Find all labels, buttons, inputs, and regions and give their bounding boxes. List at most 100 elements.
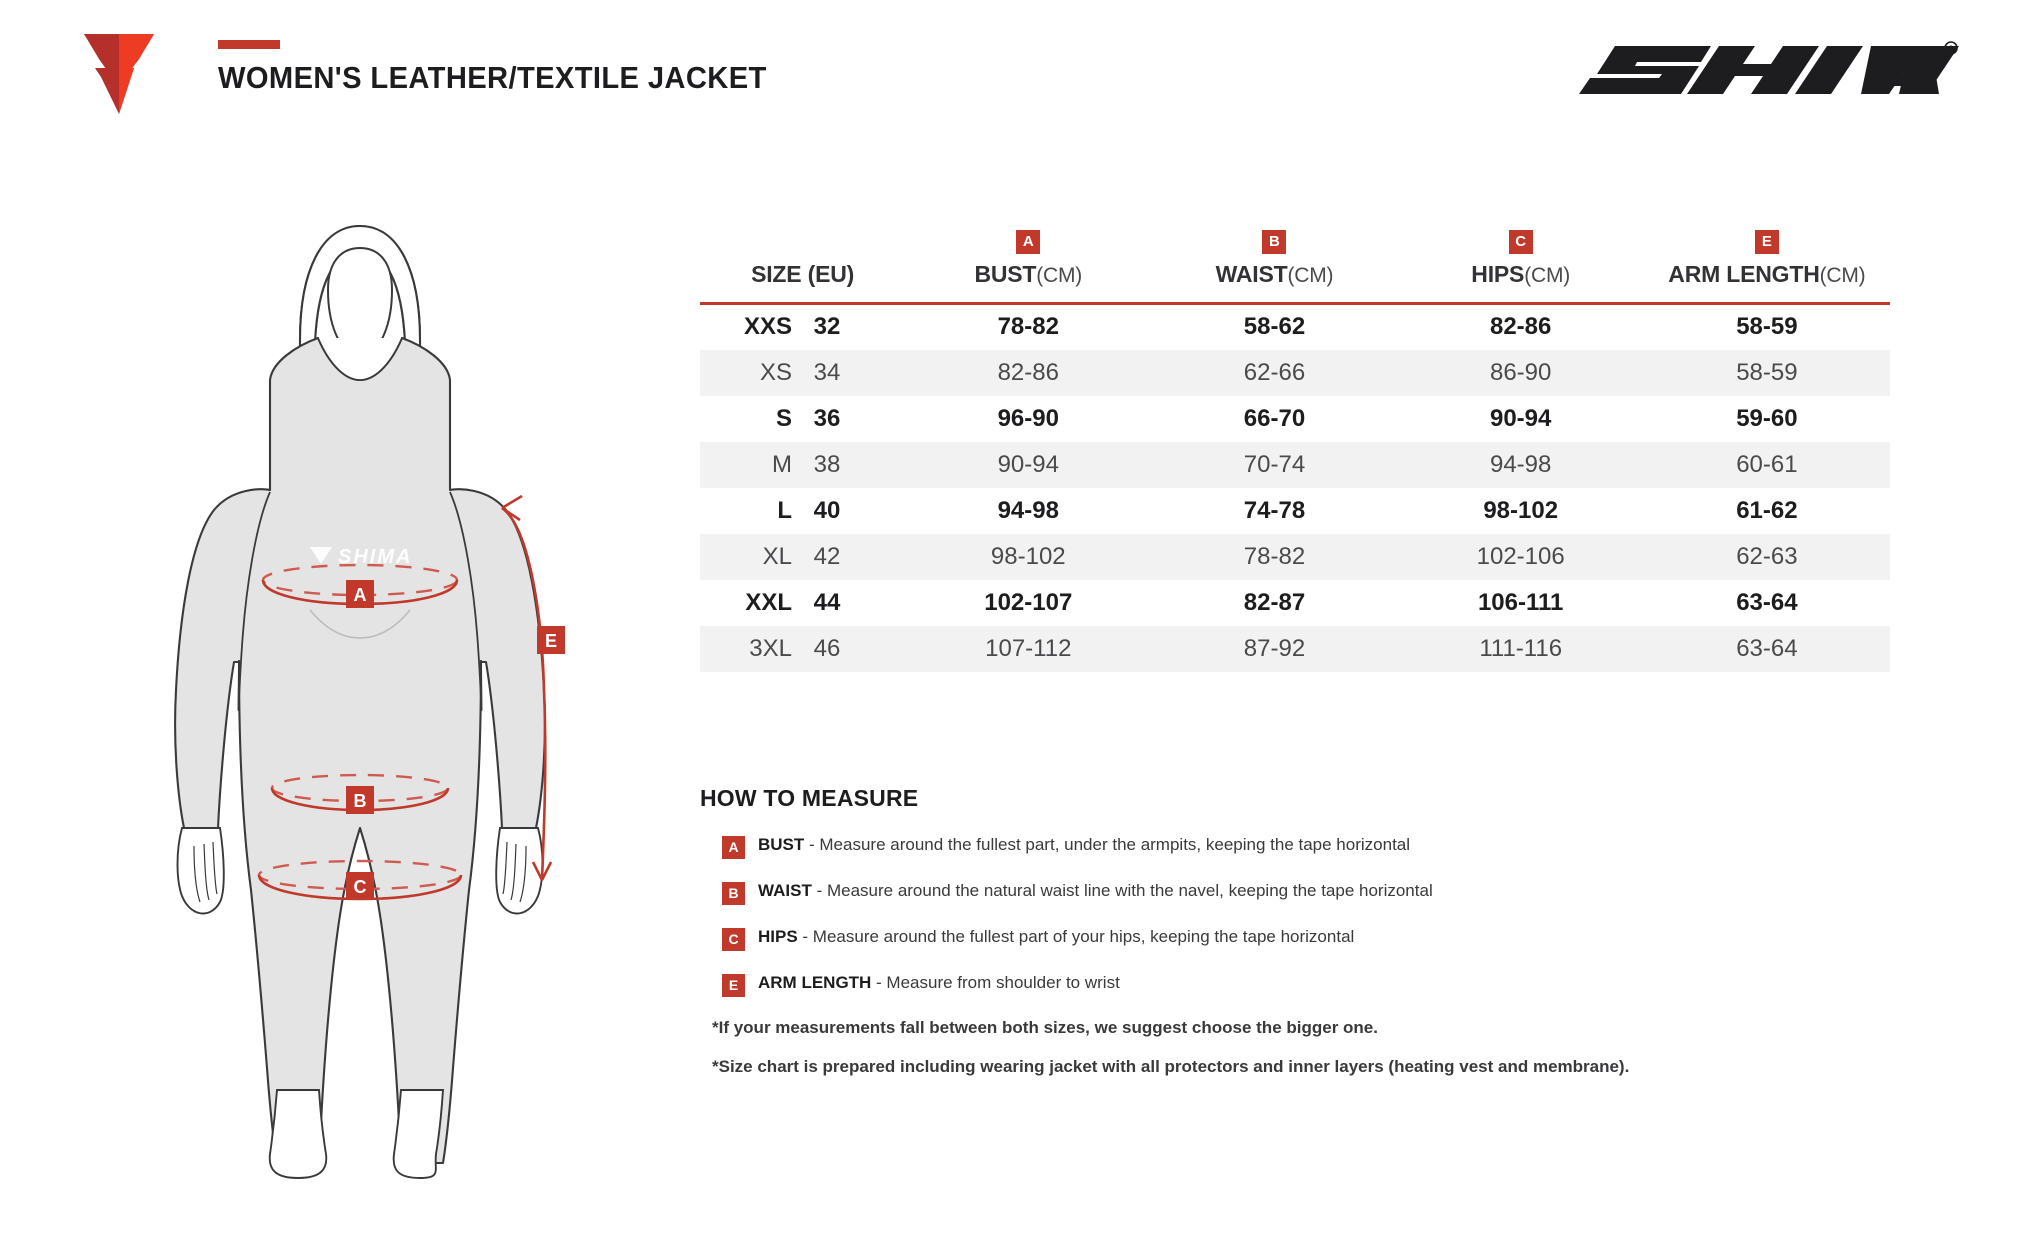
cell-arm: 58-59 — [1736, 313, 1798, 341]
footnote-chart-prepared: *Size chart is prepared including wearin… — [712, 1057, 1630, 1076]
cell-hips: 98-102 — [1483, 496, 1559, 524]
how-to-measure-title: HOW TO MEASURE — [700, 785, 919, 811]
cell-hips: 102-106 — [1476, 542, 1565, 570]
size-label: XXL — [745, 588, 792, 616]
measure-item-text: BUST - Measure around the fullest part, … — [758, 834, 1410, 857]
table-row: S 36 96-90 66-70 90-94 59-60 — [700, 396, 1890, 442]
badge-c-icon: C — [1508, 230, 1533, 254]
measure-desc: - Measure around the natural waist line … — [811, 881, 1433, 900]
measure-term: BUST — [758, 835, 805, 854]
shima-shield-icon — [82, 32, 156, 116]
page-header: WOMEN'S LEATHER/TEXTILE JACKET ® — [0, 0, 2021, 130]
cell-size: XXL 44 — [700, 580, 905, 626]
cell-waist: 66-70 — [1243, 404, 1306, 432]
table-row: XXS 32 78-82 58-62 82-86 58-59 — [700, 304, 1890, 350]
size-label: XS — [759, 358, 792, 386]
cell-arm: 63-64 — [1736, 634, 1798, 662]
eu-label: 36 — [813, 404, 841, 432]
svg-text:®: ® — [1948, 44, 1955, 54]
measure-item-waist: B WAIST - Measure around the natural wai… — [700, 880, 1900, 905]
cell-hips: 82-86 — [1489, 313, 1552, 341]
title-block: WOMEN'S LEATHER/TEXTILE JACKET — [218, 40, 802, 96]
cell-arm: 62-63 — [1736, 542, 1798, 570]
measure-desc: - Measure around the fullest part, under… — [804, 835, 1411, 854]
measure-desc: - Measure around the fullest part of you… — [797, 927, 1355, 946]
body-silhouette — [174, 224, 546, 1179]
cell-bust: 96-90 — [997, 404, 1059, 432]
cell-hips: 86-90 — [1489, 358, 1552, 386]
size-label: 3XL — [749, 634, 792, 662]
badge-e-icon: E — [722, 974, 745, 997]
table-row: XS 34 82-86 62-66 86-90 58-59 — [700, 349, 1890, 396]
table-row: M 38 90-94 70-74 94-98 60-61 — [700, 441, 1890, 488]
eu-label: 40 — [813, 496, 841, 524]
cell-bust: 102-107 — [984, 588, 1073, 616]
eu-label: 32 — [813, 313, 841, 341]
cell-hips: 94-98 — [1489, 450, 1552, 478]
table-row: L 40 94-98 74-78 98-102 61-62 — [700, 488, 1890, 534]
svg-text:E: E — [545, 631, 557, 651]
cell-hips: 90-94 — [1489, 404, 1552, 432]
eu-label: 42 — [813, 542, 841, 570]
cell-arm: 61-62 — [1736, 496, 1798, 524]
cell-bust: 78-82 — [997, 313, 1059, 341]
cell-arm: 59-60 — [1736, 404, 1798, 432]
cell-size: 3XL 46 — [700, 626, 905, 672]
measure-item-text: HIPS - Measure around the fullest part o… — [758, 926, 1354, 949]
cell-arm: 58-59 — [1736, 358, 1798, 386]
table-row: XXL 44 102-107 82-87 106-111 63-64 — [700, 580, 1890, 626]
cell-waist: 70-74 — [1243, 450, 1306, 478]
cell-hips: 111-116 — [1479, 634, 1563, 662]
measure-item-arm-length: E ARM LENGTH - Measure from shoulder to … — [700, 972, 1900, 997]
cell-size: XL 42 — [700, 534, 905, 580]
figure-marker-e: E — [537, 626, 565, 654]
col-header-waist: B WAIST(CM) — [1151, 230, 1397, 302]
measure-item-text: WAIST - Measure around the natural waist… — [758, 880, 1433, 903]
cell-arm: 63-64 — [1736, 588, 1798, 616]
eu-label: 34 — [813, 358, 841, 386]
table-header-rule — [700, 301, 1890, 305]
svg-text:C: C — [354, 877, 367, 897]
size-label: M — [772, 450, 792, 478]
size-label: XL — [762, 542, 792, 570]
measure-term: WAIST — [758, 881, 812, 900]
badge-b-icon: B — [722, 882, 745, 905]
size-table: SIZE (EU) A BUST(CM) B WAIST(CM) — [700, 230, 1890, 672]
measure-term: ARM LENGTH — [758, 973, 872, 992]
svg-text:A: A — [354, 585, 367, 605]
page-title: WOMEN'S LEATHER/TEXTILE JACKET — [218, 60, 767, 95]
eu-label: 44 — [813, 588, 841, 616]
cell-hips: 106-111 — [1477, 588, 1564, 616]
col-header-hips: C HIPS(CM) — [1398, 230, 1644, 302]
cell-size: XS 34 — [700, 350, 905, 396]
measure-term: HIPS — [758, 927, 798, 946]
cell-waist: 87-92 — [1243, 634, 1306, 662]
cell-size: XXS 32 — [700, 304, 905, 350]
badge-c-icon: C — [722, 928, 745, 951]
eu-label: 38 — [813, 450, 841, 478]
measure-item-text: ARM LENGTH - Measure from shoulder to wr… — [758, 972, 1120, 995]
size-table-body: XXS 32 78-82 58-62 82-86 58-59 XS 34 — [700, 304, 1890, 672]
cell-bust: 107-112 — [985, 634, 1072, 662]
shima-wordmark-logo: ® — [1559, 32, 1959, 102]
size-label: XXS — [743, 313, 792, 341]
col-header-arm-length: E ARM LENGTH(CM) — [1644, 230, 1890, 302]
figure-marker-b: B — [346, 786, 374, 814]
how-to-measure-section: HOW TO MEASURE A BUST - Measure around t… — [700, 785, 1900, 1096]
size-label: L — [777, 496, 792, 524]
registered-mark-icon: ® — [1944, 41, 1958, 55]
badge-b-icon: B — [1262, 230, 1287, 254]
size-label: S — [775, 404, 792, 432]
cell-waist: 74-78 — [1243, 496, 1306, 524]
cell-arm: 60-61 — [1736, 450, 1798, 478]
badge-e-icon: E — [1754, 230, 1779, 254]
svg-text:SHIMA: SHIMA — [338, 546, 412, 568]
cell-bust: 98-102 — [990, 542, 1066, 570]
table-row: 3XL 46 107-112 87-92 111-116 63-64 — [700, 625, 1890, 672]
col-header-bust: A BUST(CM) — [905, 230, 1151, 302]
cell-bust: 90-94 — [997, 450, 1059, 478]
body-measurement-figure: SHIMA A — [150, 190, 570, 1190]
cell-size: M 38 — [700, 442, 905, 488]
cell-bust: 94-98 — [997, 496, 1059, 524]
